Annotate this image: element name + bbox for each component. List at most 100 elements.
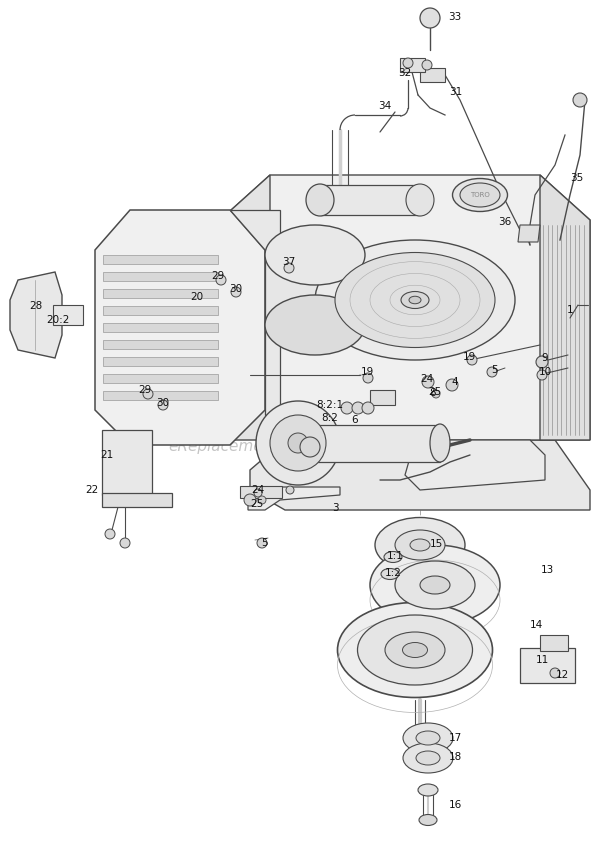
Text: 36: 36 <box>498 217 512 227</box>
Ellipse shape <box>265 225 365 285</box>
Circle shape <box>536 356 548 368</box>
Ellipse shape <box>430 424 450 462</box>
Text: 25: 25 <box>428 387 442 397</box>
Ellipse shape <box>409 297 421 303</box>
Text: 32: 32 <box>398 68 412 78</box>
Text: 17: 17 <box>448 733 462 743</box>
Circle shape <box>257 538 267 548</box>
Ellipse shape <box>401 292 429 309</box>
Ellipse shape <box>385 632 445 668</box>
Text: 10: 10 <box>538 367 552 377</box>
Text: 25: 25 <box>250 499 264 509</box>
Ellipse shape <box>460 183 500 207</box>
Circle shape <box>537 370 547 380</box>
Text: 13: 13 <box>540 565 554 575</box>
Ellipse shape <box>419 814 437 825</box>
Bar <box>240 486 282 498</box>
Text: 37: 37 <box>283 257 295 267</box>
Ellipse shape <box>265 295 365 355</box>
Circle shape <box>120 538 130 548</box>
Ellipse shape <box>335 252 495 348</box>
Bar <box>103 306 218 315</box>
Text: 12: 12 <box>555 670 569 680</box>
Bar <box>103 323 218 332</box>
Circle shape <box>432 390 440 398</box>
Circle shape <box>254 489 262 497</box>
Bar <box>103 357 218 366</box>
Ellipse shape <box>384 552 402 563</box>
Circle shape <box>300 437 320 457</box>
Text: 18: 18 <box>448 752 462 762</box>
Polygon shape <box>265 255 365 325</box>
Ellipse shape <box>416 751 440 765</box>
Circle shape <box>550 668 560 678</box>
Circle shape <box>422 376 434 388</box>
Text: 1:1: 1:1 <box>387 551 403 561</box>
Polygon shape <box>230 210 280 415</box>
Text: 14: 14 <box>529 620 543 630</box>
Ellipse shape <box>306 184 334 216</box>
Text: 35: 35 <box>571 173 583 183</box>
Text: 29: 29 <box>211 271 225 281</box>
Bar <box>103 289 218 298</box>
Circle shape <box>352 402 364 414</box>
Bar <box>103 340 218 349</box>
Ellipse shape <box>452 178 507 212</box>
Text: 19: 19 <box>462 352 476 362</box>
Text: 28: 28 <box>29 301 43 311</box>
Ellipse shape <box>420 576 450 594</box>
Bar <box>53 305 83 325</box>
Text: 31: 31 <box>449 87 463 97</box>
Bar <box>103 272 218 281</box>
Text: 11: 11 <box>535 655 549 665</box>
Text: 5: 5 <box>491 365 498 375</box>
Text: 1:2: 1:2 <box>384 568 401 578</box>
Polygon shape <box>248 487 340 510</box>
Circle shape <box>256 401 340 485</box>
Circle shape <box>573 93 587 107</box>
Bar <box>103 391 218 400</box>
Text: 22: 22 <box>85 485 99 495</box>
Polygon shape <box>220 175 590 440</box>
Ellipse shape <box>418 784 438 796</box>
Circle shape <box>420 8 440 28</box>
Circle shape <box>288 433 308 453</box>
Polygon shape <box>220 175 270 440</box>
Polygon shape <box>95 210 265 445</box>
Ellipse shape <box>403 643 428 658</box>
Ellipse shape <box>395 561 475 609</box>
Ellipse shape <box>337 603 493 698</box>
Bar <box>540 635 568 651</box>
Ellipse shape <box>406 184 434 216</box>
Ellipse shape <box>357 615 473 685</box>
Text: 3: 3 <box>332 503 339 513</box>
Bar <box>102 430 152 495</box>
Ellipse shape <box>315 240 515 360</box>
Text: 16: 16 <box>448 800 462 810</box>
Polygon shape <box>10 272 62 358</box>
Polygon shape <box>370 390 395 405</box>
Circle shape <box>284 263 294 273</box>
Circle shape <box>341 402 353 414</box>
Text: 8:2:1: 8:2:1 <box>317 400 343 410</box>
Polygon shape <box>518 225 540 242</box>
Ellipse shape <box>381 569 399 580</box>
Circle shape <box>270 415 326 471</box>
Polygon shape <box>298 425 440 462</box>
Text: 1: 1 <box>567 305 573 315</box>
Polygon shape <box>320 185 420 215</box>
Text: TORO: TORO <box>470 192 490 198</box>
Text: 9: 9 <box>541 353 548 363</box>
Text: 20:2: 20:2 <box>46 315 69 325</box>
Ellipse shape <box>370 545 500 625</box>
Circle shape <box>216 275 226 285</box>
Text: 29: 29 <box>138 385 152 395</box>
Circle shape <box>258 496 266 504</box>
Text: 20: 20 <box>191 292 203 302</box>
Text: 5: 5 <box>261 538 267 548</box>
Bar <box>103 374 218 383</box>
Text: 30: 30 <box>157 398 169 408</box>
Circle shape <box>362 402 374 414</box>
Text: 24: 24 <box>420 374 434 384</box>
Polygon shape <box>250 440 590 510</box>
